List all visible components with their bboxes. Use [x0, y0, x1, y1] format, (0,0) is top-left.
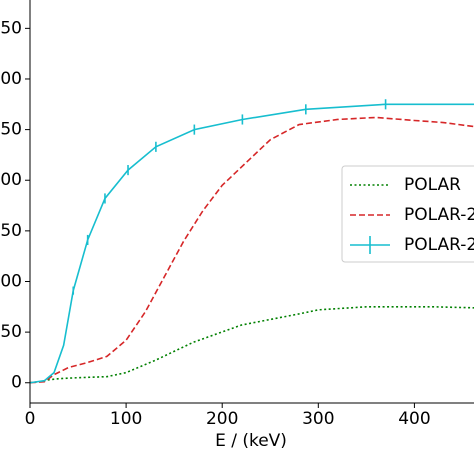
x-tick-label: 0 [25, 409, 36, 429]
y-tick-label: 300 [0, 69, 22, 89]
y-tick-label: 250 [0, 120, 22, 140]
legend-box [341, 165, 474, 263]
series-line [29, 306, 474, 384]
y-tick-label: 150 [0, 221, 22, 241]
x-tick-label: 400 [398, 409, 430, 429]
y-tick-label: 100 [0, 271, 22, 291]
x-axis-label: E / (keV) [215, 431, 287, 451]
series-line [29, 103, 474, 384]
x-tick-label: 100 [110, 409, 142, 429]
y-tick-label: 50 [0, 322, 22, 342]
series-line [29, 116, 474, 384]
y-tick-label: 0 [11, 373, 22, 393]
x-tick-label: 300 [302, 409, 334, 429]
legend-label: POLAR [404, 175, 461, 195]
x-tick-label: 200 [206, 409, 238, 429]
legend-label: POLAR-2 [404, 205, 474, 225]
y-tick-label: 200 [0, 170, 22, 190]
legend-label: POLAR-2/LPD [404, 235, 474, 255]
legend: POLAR POLAR-2 POLAR-2/LPD [341, 165, 474, 263]
y-tick-label: 350 [0, 18, 22, 38]
